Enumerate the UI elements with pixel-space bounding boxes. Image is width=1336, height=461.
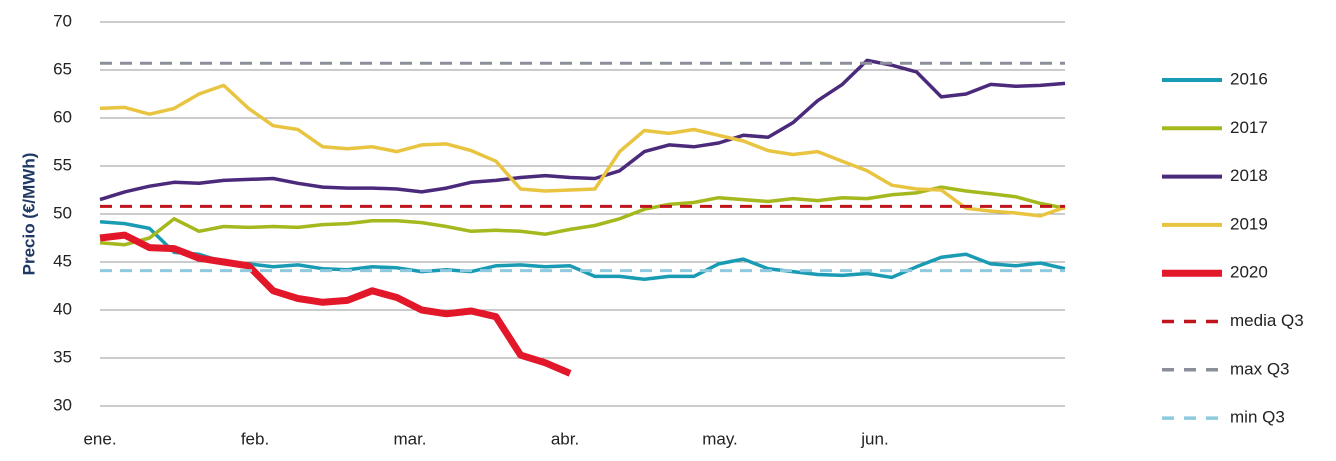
legend-label: 2016 — [1230, 69, 1268, 88]
y-tick-label: 35 — [53, 347, 72, 366]
legend-label: max Q3 — [1230, 359, 1290, 378]
series-line — [99, 58, 1066, 202]
y-tick-label: 40 — [53, 299, 72, 318]
y-tick-label: 60 — [53, 107, 72, 126]
legend-label: 2018 — [1230, 166, 1268, 185]
x-tick-label: jun. — [860, 429, 888, 448]
y-tick-label: 30 — [53, 395, 72, 414]
series-line — [99, 185, 1066, 247]
x-tick-label: mar. — [393, 429, 426, 448]
y-axis-label: Precio (€/MWh) — [19, 153, 38, 276]
y-tick-label: 50 — [53, 203, 72, 222]
series-line — [99, 83, 1066, 218]
y-tick-label: 65 — [53, 59, 72, 78]
y-tick-label: 45 — [53, 251, 72, 270]
x-tick-label: ene. — [83, 429, 116, 448]
x-tick-label: abr. — [551, 429, 579, 448]
legend-label: 2020 — [1230, 263, 1268, 282]
x-tick-label: feb. — [241, 429, 269, 448]
series-line — [99, 231, 572, 377]
legend-label: 2017 — [1230, 118, 1268, 137]
y-tick-label: 70 — [53, 11, 72, 30]
legend-label: 2019 — [1230, 214, 1268, 233]
legend-label: media Q3 — [1230, 311, 1304, 330]
x-tick-label: may. — [702, 429, 738, 448]
legend-label: min Q3 — [1230, 408, 1285, 427]
y-tick-label: 55 — [53, 155, 72, 174]
